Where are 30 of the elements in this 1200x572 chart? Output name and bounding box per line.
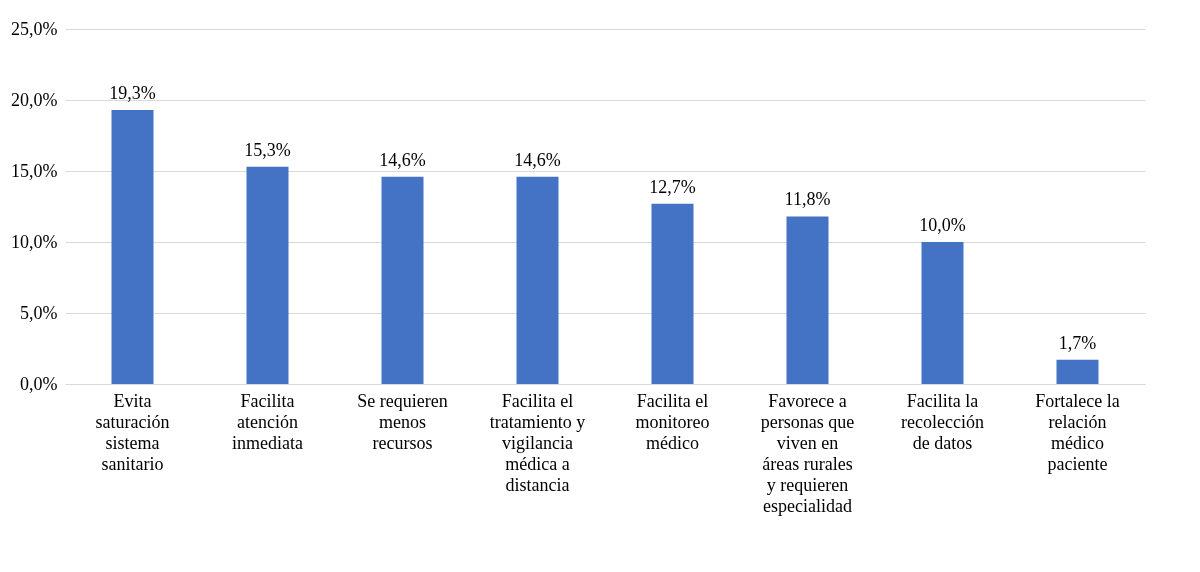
bar <box>111 109 154 384</box>
y-tick-label: 0,0% <box>20 373 58 394</box>
x-tick-label: Facilita el monitoreo médico <box>635 390 710 453</box>
data-label: 10,0% <box>919 215 966 235</box>
data-label: 1,7% <box>1058 332 1097 353</box>
bar <box>246 166 289 384</box>
y-tick-label: 5,0% <box>20 302 58 323</box>
bar <box>381 176 424 384</box>
x-tick-label: Facilita el tratamiento y vigilancia médica a distancia <box>489 390 586 495</box>
data-label: 15,3% <box>244 139 291 160</box>
x-tick-label: Favorece a personas que viven en áreas rurales y requieren especialidad <box>760 390 855 516</box>
bar <box>1056 359 1099 384</box>
y-tick-label: 10,0% <box>11 231 58 252</box>
data-label: 11,8% <box>784 189 831 210</box>
x-tick-label: Se requieren menos recursos <box>357 390 448 453</box>
bar <box>786 216 829 384</box>
bar <box>921 242 964 384</box>
y-tick-label: 15,0% <box>11 160 58 181</box>
y-tick-label: 20,0% <box>11 89 58 110</box>
x-tick-label: Facilita atención inmediata <box>232 390 303 453</box>
data-label: 12,7% <box>649 176 696 197</box>
y-tick-label: 25,0% <box>11 18 58 39</box>
x-tick-label: Evita saturación sistema sanitario <box>95 390 170 474</box>
x-tick-label: Fortalece la relación médico paciente <box>1035 390 1120 474</box>
data-label: 14,6% <box>514 149 561 170</box>
bar <box>516 176 559 384</box>
x-tick-label: Facilita la recolección de datos <box>901 390 984 453</box>
data-label: 19,3% <box>109 82 156 103</box>
bar <box>651 203 694 384</box>
data-label: 14,6% <box>379 149 426 170</box>
